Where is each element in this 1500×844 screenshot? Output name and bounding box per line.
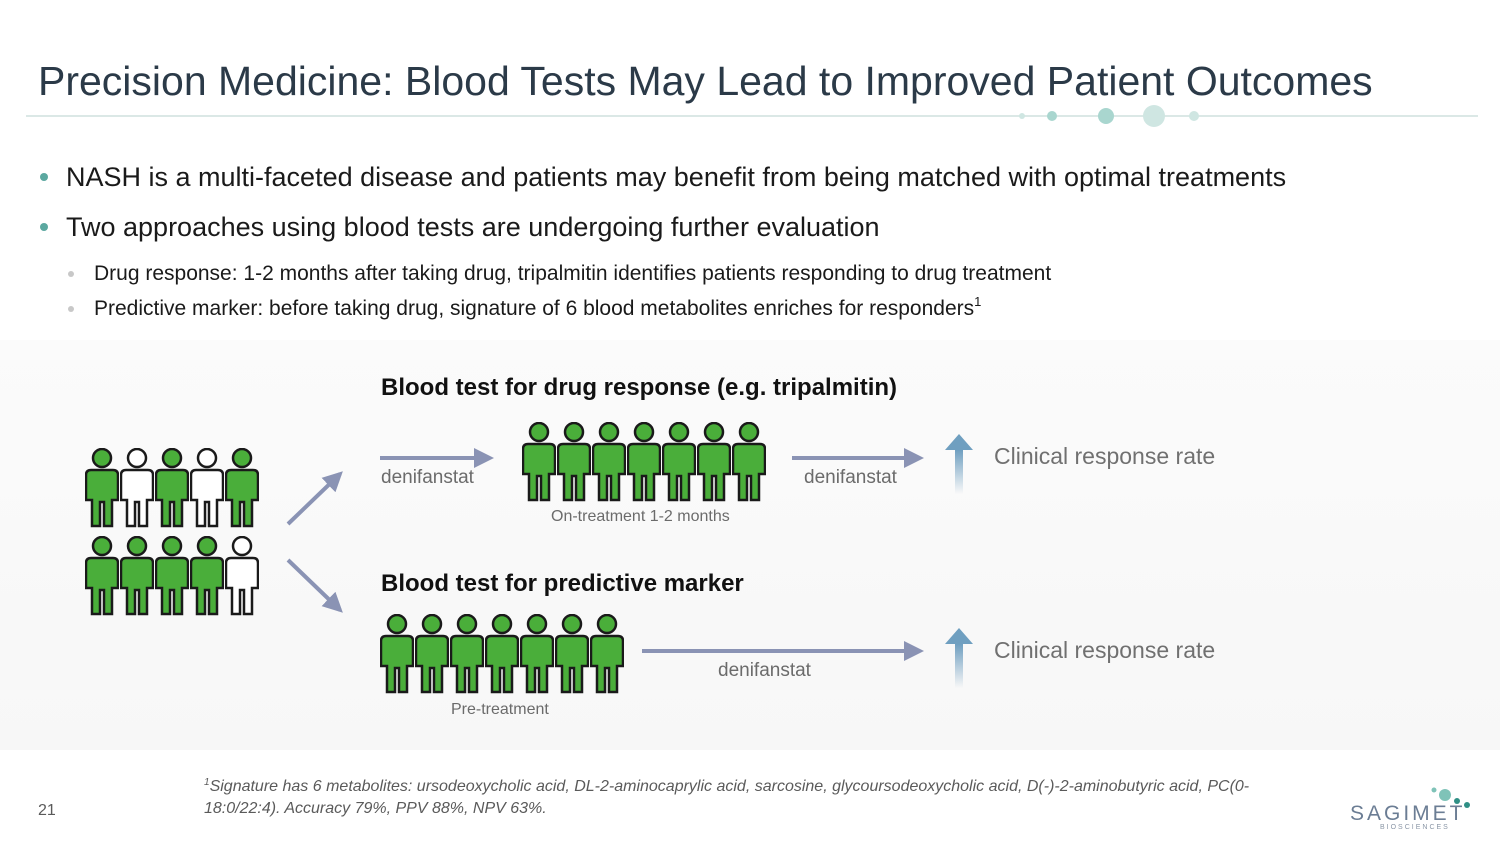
responder-person-icon (697, 422, 731, 502)
diagram-graphics (85, 422, 973, 694)
predictive-marker-heading: Blood test for predictive marker (381, 570, 744, 597)
sub-bullet-1: Drug response: 1-2 months after taking d… (38, 260, 1478, 295)
divider-dot (1098, 108, 1114, 124)
responder-person-icon (520, 614, 554, 694)
up-arrow-icon (945, 628, 973, 688)
bullet-2: Two approaches using blood tests are und… (38, 210, 1478, 260)
responder-person-icon (155, 536, 189, 616)
responder-person-icon (662, 422, 696, 502)
non-responder-person-icon (120, 448, 154, 528)
divider-dot (1047, 111, 1057, 121)
responder-person-icon (120, 536, 154, 616)
drug-label: denifanstat (381, 467, 474, 488)
logo-dots-icon (1431, 787, 1470, 808)
split-arrow-up (286, 471, 343, 526)
responder-person-icon (485, 614, 519, 694)
responder-person-icon (155, 448, 189, 528)
responder-person-icon (732, 422, 766, 502)
page-number: 21 (38, 802, 56, 819)
responder-person-icon (380, 614, 414, 694)
sub-bullet-2: Predictive marker: before taking drug, s… (38, 295, 1478, 330)
responder-person-icon (415, 614, 449, 694)
slide-title: Precision Medicine: Blood Tests May Lead… (38, 58, 1373, 104)
footnote-text: Signature has 6 metabolites: ursodeoxych… (204, 778, 1250, 817)
responder-person-icon (522, 422, 556, 502)
logo-subtext: BIOSCIENCES (1380, 824, 1450, 831)
pre-treatment-caption: Pre-treatment (451, 701, 549, 718)
non-responder-person-icon (190, 448, 224, 528)
responder-person-icon (450, 614, 484, 694)
responder-person-icon (190, 536, 224, 616)
drug-label: denifanstat (718, 660, 811, 681)
response-rate-label: Clinical response rate (994, 443, 1216, 469)
responder-person-icon (85, 536, 119, 616)
sub-bullet-2-text: Predictive marker: before taking drug, s… (94, 297, 975, 320)
drug-label: denifanstat (804, 467, 897, 488)
up-arrow-icon (945, 434, 973, 494)
divider-dot (1019, 113, 1025, 119)
responder-person-icon (590, 614, 624, 694)
divider-dot (1189, 111, 1199, 121)
title-divider (26, 105, 1478, 127)
drug-response-heading: Blood test for drug response (e.g. tripa… (381, 374, 898, 401)
responder-person-icon (557, 422, 591, 502)
split-arrow-down (286, 558, 343, 613)
footnote-ref: 1 (974, 294, 982, 309)
response-rate-label: Clinical response rate (994, 637, 1216, 663)
on-treatment-caption: On-treatment 1-2 months (551, 508, 730, 525)
responder-person-icon (85, 448, 119, 528)
responder-person-icon (555, 614, 589, 694)
patient-population (85, 448, 259, 616)
divider-dot (1143, 105, 1165, 127)
responder-person-icon (592, 422, 626, 502)
bullet-list: NASH is a multi-faceted disease and pati… (38, 160, 1478, 330)
responder-person-icon (627, 422, 661, 502)
footnote-marker: 1 (204, 777, 210, 788)
logo-wordmark: SAGIMET (1350, 802, 1466, 825)
responders-group-pre-treatment (380, 614, 624, 694)
blood-test-diagram: Blood test for drug response (e.g. tripa… (0, 340, 1500, 750)
footnote: 1Signature has 6 metabolites: ursodeoxyc… (204, 776, 1304, 820)
non-responder-person-icon (225, 536, 259, 616)
sagimet-logo: SAGIMET BIOSCIENCES (1348, 784, 1478, 834)
bullet-1: NASH is a multi-faceted disease and pati… (38, 160, 1478, 210)
responders-group-on-treatment (522, 422, 766, 502)
responder-person-icon (225, 448, 259, 528)
